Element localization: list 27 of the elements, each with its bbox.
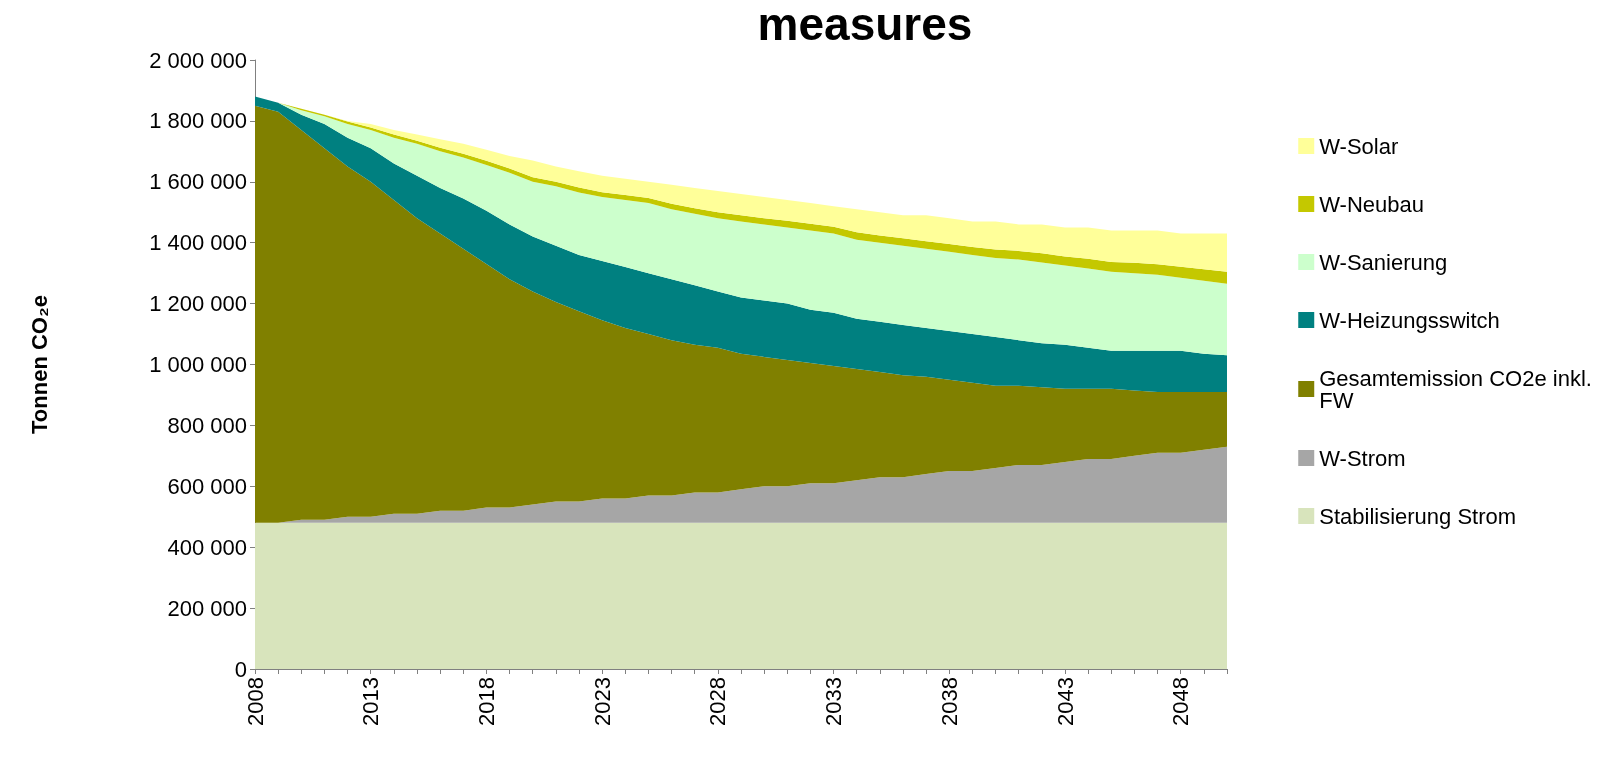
x-tick-label: 2043 bbox=[1052, 677, 1078, 726]
legend-label: W-Solar bbox=[1319, 133, 1399, 159]
legend-label: W-Neubau bbox=[1319, 191, 1425, 217]
legend-label: W-Strom bbox=[1319, 445, 1406, 471]
x-tick-label: 2038 bbox=[936, 677, 962, 726]
y-tick-label: 1 000 000 bbox=[149, 352, 247, 377]
y-tick-label: 600 000 bbox=[167, 473, 247, 499]
x-tick-label: 2033 bbox=[821, 677, 847, 726]
y-axis-title: Tonnen CO₂e bbox=[26, 295, 52, 434]
y-tick-label: 400 000 bbox=[167, 534, 247, 560]
x-tick-label: 2013 bbox=[358, 677, 384, 726]
y-tick-label: 1 800 000 bbox=[149, 108, 247, 134]
legend-label: W-Heizungsswitch bbox=[1319, 307, 1500, 333]
y-tick-label: 1 600 000 bbox=[149, 169, 247, 195]
y-tick-label: 1 400 000 bbox=[149, 230, 247, 256]
x-tick-label: 2028 bbox=[705, 677, 731, 726]
x-tick-label: 2023 bbox=[589, 677, 615, 726]
chart-title: measures bbox=[757, 0, 973, 50]
legend-label: W-Sanierung bbox=[1319, 249, 1448, 275]
x-tick-label: 2018 bbox=[473, 677, 499, 726]
x-tick-label: 2048 bbox=[1168, 677, 1194, 726]
y-tick-label: 2 000 000 bbox=[149, 47, 247, 73]
y-tick-label: 800 000 bbox=[167, 412, 247, 438]
legend-label: Stabilisierung Strom bbox=[1319, 503, 1517, 529]
y-tick-label: 200 000 bbox=[167, 595, 247, 621]
legend-label: Gesamtemission CO2e inkl. FW bbox=[1319, 365, 1599, 413]
y-tick-label: 1 200 000 bbox=[149, 291, 247, 317]
